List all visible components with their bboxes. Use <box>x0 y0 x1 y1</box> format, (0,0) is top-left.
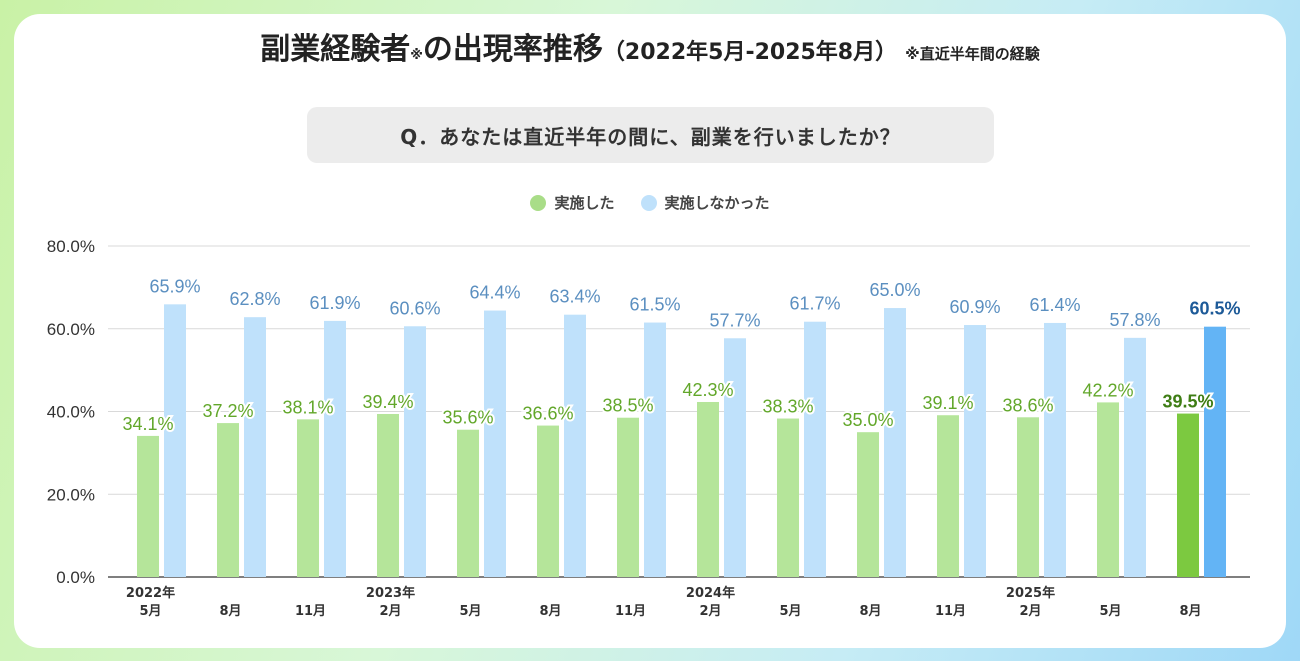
bar-not <box>964 325 986 577</box>
data-label-not: 57.7% <box>709 310 760 330</box>
data-label-not: 60.6% <box>389 298 440 318</box>
bar-not <box>884 308 906 577</box>
x-tick-month: 2月 <box>699 604 721 619</box>
y-tick-label: 0.0% <box>56 568 95 587</box>
bar-did <box>857 432 879 577</box>
x-tick-month: 8月 <box>219 604 241 619</box>
legend-label-not: 実施しなかった <box>664 194 770 212</box>
data-label-did: 42.2% <box>1082 380 1133 400</box>
x-tick-month: 2月 <box>379 604 401 619</box>
legend-item-did: 実施した <box>530 192 615 213</box>
data-label-did: 39.1% <box>922 393 973 413</box>
x-tick-month: 8月 <box>859 604 881 619</box>
data-label-not: 64.4% <box>469 283 520 303</box>
data-label-not: 61.7% <box>789 294 840 314</box>
bar-not <box>564 314 586 577</box>
bar-not <box>244 317 266 577</box>
data-label-did: 35.0% <box>842 410 893 430</box>
data-label-not: 65.0% <box>869 280 920 300</box>
data-label-did: 38.3% <box>762 397 813 417</box>
bar-not <box>164 304 186 577</box>
bar-did <box>297 419 319 577</box>
x-tick-month: 5月 <box>779 604 801 619</box>
bar-did <box>777 418 799 577</box>
title-main-before: 副業経験者 <box>260 32 411 67</box>
title-period: （2022年5月-2025年8月） <box>602 40 898 65</box>
data-label-not: 57.8% <box>1109 310 1160 330</box>
title-main-after: の出現率推移 <box>422 32 603 67</box>
data-label-not: 60.5% <box>1189 299 1240 319</box>
data-label-not: 61.5% <box>629 295 680 315</box>
data-label-did: 34.1% <box>122 414 173 434</box>
data-label-did: 39.5% <box>1162 392 1213 412</box>
y-tick-label: 60.0% <box>47 320 95 339</box>
data-label-not: 62.8% <box>229 289 280 309</box>
bar-not <box>1124 337 1146 577</box>
bar-did <box>1017 417 1039 577</box>
data-label-did: 36.6% <box>522 404 573 424</box>
bar-did <box>617 417 639 577</box>
bar-did <box>457 429 479 577</box>
legend-swatch-did <box>530 194 547 211</box>
bar-did <box>1097 402 1119 577</box>
y-tick-label: 40.0% <box>47 403 95 422</box>
data-label-not: 60.9% <box>949 297 1000 317</box>
y-tick-label: 80.0% <box>47 237 95 256</box>
bar-not <box>804 321 826 577</box>
data-label-did: 39.4% <box>362 392 413 412</box>
bar-did <box>217 423 239 577</box>
data-label-did: 35.6% <box>442 408 493 428</box>
bar-did <box>937 415 959 577</box>
data-label-did: 42.3% <box>682 380 733 400</box>
legend-item-not: 実施しなかった <box>640 192 770 213</box>
bar-not <box>324 320 346 577</box>
x-tick-month: 11月 <box>935 604 966 619</box>
x-tick-year: 2023年 <box>366 585 415 601</box>
data-label-did: 38.1% <box>282 397 333 417</box>
data-label-not: 65.9% <box>149 276 200 296</box>
x-tick-month: 5月 <box>139 604 161 619</box>
bar-did <box>697 401 719 577</box>
legend: 実施した 実施しなかった <box>0 192 1300 213</box>
x-tick-year: 2022年 <box>126 585 175 601</box>
question-box: Q．あなたは直近半年の間に、副業を行いましたか？ <box>307 107 994 163</box>
bar-not <box>644 322 666 577</box>
bar-did <box>1177 413 1199 577</box>
x-tick-month: 8月 <box>1179 604 1201 619</box>
bar-not <box>484 310 506 577</box>
x-tick-month: 11月 <box>295 604 326 619</box>
data-label-not: 63.4% <box>549 287 600 307</box>
legend-swatch-not <box>640 194 657 211</box>
title-footnote-mark: ※ <box>410 48 423 63</box>
bar-not <box>724 338 746 577</box>
bar-not <box>1204 326 1226 577</box>
y-tick-label: 20.0% <box>47 485 95 504</box>
data-label-did: 38.5% <box>602 396 653 416</box>
title-note: ※直近半年間の経験 <box>905 45 1040 63</box>
x-tick-year: 2025年 <box>1006 585 1055 601</box>
data-label-did: 37.2% <box>202 401 253 421</box>
x-tick-month: 11月 <box>615 604 646 619</box>
data-label-not: 61.9% <box>309 293 360 313</box>
legend-label-did: 実施した <box>554 194 615 212</box>
bar-did <box>377 413 399 577</box>
bar-not <box>1044 322 1066 577</box>
data-label-did: 38.6% <box>1002 395 1053 415</box>
bar-did <box>137 435 159 577</box>
bar-not <box>404 326 426 577</box>
bar-did <box>537 425 559 577</box>
x-tick-year: 2024年 <box>686 585 735 601</box>
x-tick-month: 2月 <box>1019 604 1041 619</box>
x-tick-month: 8月 <box>539 604 561 619</box>
x-tick-month: 5月 <box>1099 604 1121 619</box>
data-label-not: 61.4% <box>1029 295 1080 315</box>
chart-title: 副業経験者※の出現率推移（2022年5月-2025年8月） ※直近半年間の経験 <box>0 24 1300 68</box>
x-tick-month: 5月 <box>459 604 481 619</box>
